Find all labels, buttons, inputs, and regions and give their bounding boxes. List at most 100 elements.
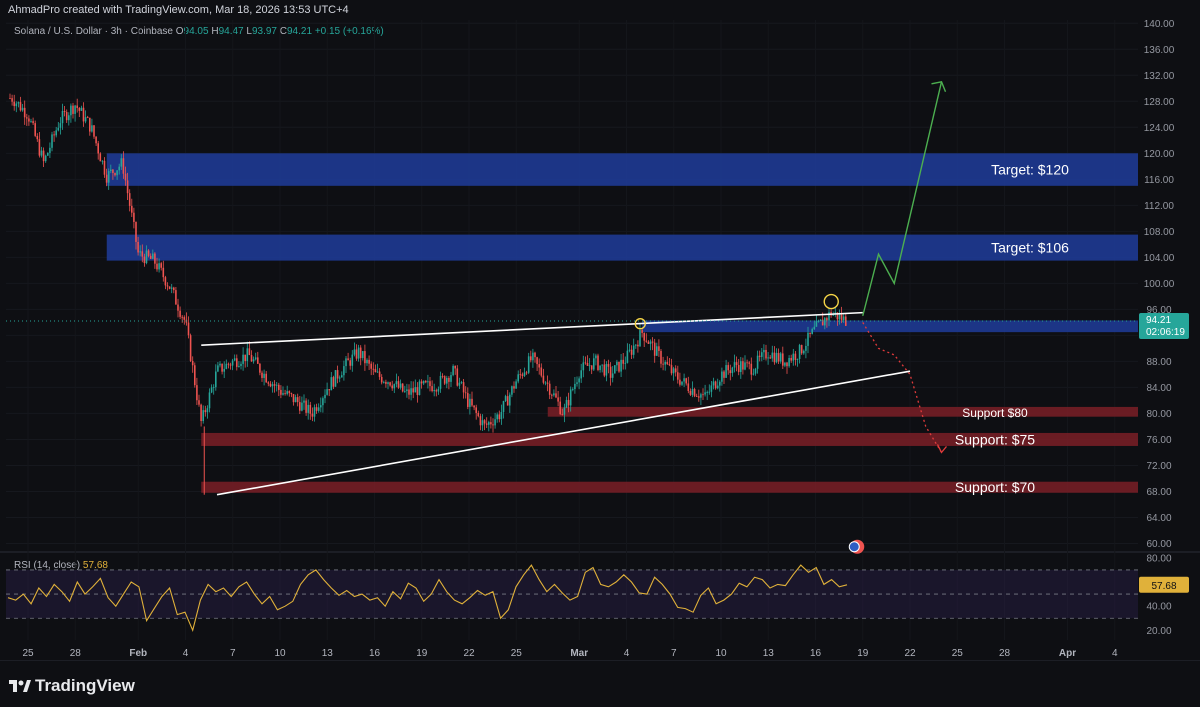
candle bbox=[290, 393, 293, 395]
chart-caption: AhmadPro created with TradingView.com, M… bbox=[8, 4, 349, 16]
candle bbox=[441, 375, 444, 377]
candle bbox=[534, 352, 536, 358]
candle bbox=[370, 363, 372, 369]
tradingview-logo[interactable]: TradingView bbox=[9, 676, 135, 696]
candle bbox=[683, 378, 685, 382]
candle bbox=[609, 366, 612, 378]
candle bbox=[145, 250, 148, 264]
candle bbox=[366, 359, 368, 364]
candle bbox=[374, 369, 377, 373]
candle bbox=[202, 410, 204, 422]
candle bbox=[158, 263, 160, 270]
rsi-value-tag[interactable] bbox=[1139, 576, 1189, 593]
candle bbox=[819, 319, 822, 322]
candle bbox=[494, 419, 496, 426]
candle bbox=[500, 412, 503, 420]
candle bbox=[47, 152, 49, 156]
y-tick-label: 132.00 bbox=[1144, 71, 1175, 82]
candle bbox=[175, 290, 177, 305]
candle bbox=[44, 155, 47, 162]
candle bbox=[397, 381, 400, 388]
close-value: 94.21 bbox=[287, 26, 313, 37]
price-tag[interactable] bbox=[1139, 313, 1189, 340]
candle bbox=[643, 332, 645, 341]
candle bbox=[790, 357, 792, 361]
candle bbox=[763, 349, 765, 353]
candle bbox=[380, 376, 383, 383]
candle bbox=[311, 413, 314, 417]
candle bbox=[758, 355, 761, 357]
candle bbox=[735, 362, 738, 366]
candle bbox=[515, 381, 517, 389]
candle bbox=[191, 360, 194, 366]
candle bbox=[164, 277, 167, 286]
x-tick-label: 7 bbox=[230, 648, 236, 659]
candle bbox=[147, 250, 150, 256]
candle bbox=[805, 345, 807, 351]
candle bbox=[485, 423, 488, 425]
candle bbox=[393, 384, 396, 389]
candle bbox=[122, 158, 125, 174]
candle bbox=[200, 404, 202, 422]
candle bbox=[435, 390, 438, 392]
candle bbox=[752, 373, 755, 375]
y-tick-label: 120.00 bbox=[1144, 149, 1175, 160]
zone-label: Support $80 bbox=[962, 406, 1028, 420]
candle bbox=[716, 385, 719, 389]
candle bbox=[26, 117, 28, 119]
candle bbox=[107, 171, 110, 183]
candle bbox=[168, 286, 171, 289]
candle bbox=[700, 394, 702, 398]
candle bbox=[712, 381, 715, 386]
candle bbox=[548, 383, 551, 395]
candle bbox=[511, 386, 513, 395]
candle bbox=[40, 150, 43, 156]
candle bbox=[15, 103, 18, 107]
candle bbox=[101, 160, 104, 162]
rsi-title[interactable]: RSI (14, close) bbox=[14, 560, 81, 571]
candle bbox=[668, 364, 671, 366]
candle bbox=[204, 410, 207, 413]
y-tick-label: 64.00 bbox=[1146, 513, 1171, 524]
rsi-tick-label: 40.00 bbox=[1146, 602, 1171, 613]
touch-marker bbox=[823, 293, 839, 310]
candle bbox=[706, 392, 708, 394]
trendlines bbox=[6, 80, 1138, 554]
candle bbox=[704, 392, 706, 395]
candle bbox=[343, 366, 345, 376]
candle bbox=[834, 312, 837, 314]
candle bbox=[530, 356, 532, 361]
y-tick-label: 76.00 bbox=[1146, 435, 1171, 446]
candle bbox=[464, 392, 467, 394]
candle bbox=[296, 397, 299, 403]
y-tick-label: 96.00 bbox=[1146, 305, 1171, 316]
symbol-title[interactable]: Solana / U.S. Dollar · 3h · Coinbase bbox=[14, 26, 173, 37]
candle bbox=[483, 420, 486, 424]
candle bbox=[845, 316, 847, 326]
candle bbox=[82, 107, 85, 122]
candle bbox=[641, 330, 643, 333]
candle bbox=[320, 405, 322, 408]
candle bbox=[19, 102, 22, 111]
candle bbox=[828, 312, 830, 321]
candle bbox=[502, 401, 505, 413]
candle bbox=[454, 365, 456, 369]
rsi-line bbox=[7, 564, 848, 633]
candle bbox=[504, 396, 507, 402]
candle bbox=[710, 385, 713, 392]
support-zone bbox=[547, 406, 1138, 417]
support-zone bbox=[201, 481, 1138, 493]
candle bbox=[68, 115, 70, 121]
candle bbox=[490, 422, 492, 425]
candle bbox=[544, 382, 547, 384]
candle bbox=[240, 363, 242, 366]
candle bbox=[65, 111, 68, 121]
candle bbox=[317, 407, 320, 411]
candle bbox=[733, 362, 736, 368]
candle bbox=[227, 363, 230, 365]
candle bbox=[74, 105, 76, 114]
candle bbox=[517, 374, 519, 382]
candle bbox=[632, 345, 635, 355]
chart-canvas[interactable]: Target: $120 Target: $106 Support $80 Suppo… bbox=[0, 0, 1200, 670]
y-tick-label: 80.00 bbox=[1146, 409, 1171, 420]
